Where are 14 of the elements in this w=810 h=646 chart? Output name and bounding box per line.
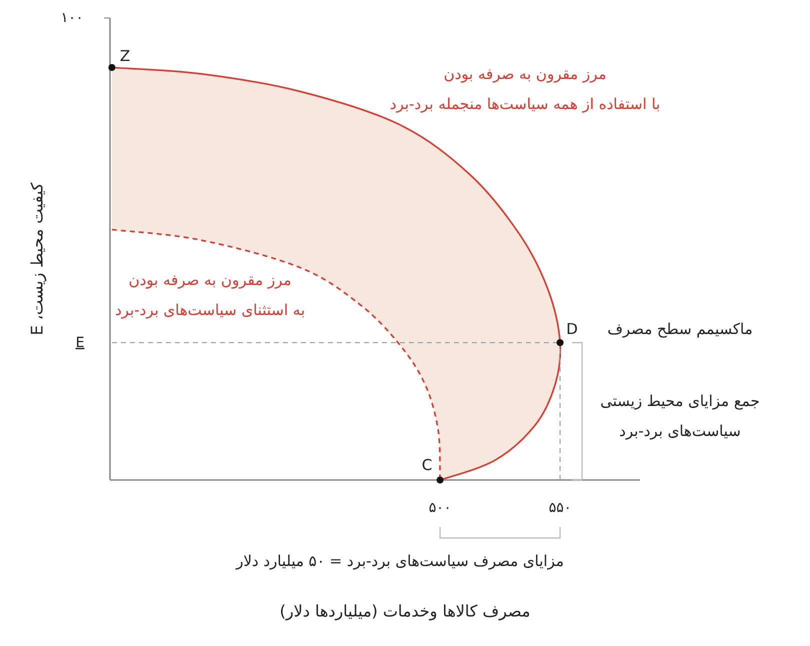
annotation: ۱۰۰: [60, 10, 84, 26]
annotation: E: [76, 334, 84, 351]
annotation: D: [566, 320, 578, 338]
annotation: مرز مقرون به صرفه بودن به استثنای سیاست‌های برد-برد: [115, 271, 305, 320]
xtick-label: ۵۵۰: [548, 500, 572, 516]
annotation: ماکسیمم سطح مصرف: [607, 320, 753, 338]
xtick-label: ۵۰۰: [428, 500, 452, 516]
annotation: مرز مقرون به صرفه بودن با استفاده از همه سیاست‌ها منجمله برد-برد: [390, 65, 660, 114]
ylabel: کیفیت محیط زیست، E: [27, 182, 46, 336]
annotation: مصرف کالاها وخدمات (میلیاردها دلار): [280, 601, 530, 620]
annotation: جمع مزایای محیط زیستی سیاست‌های برد-برد: [600, 392, 760, 440]
annotation: مزایای مصرف سیاست‌های برد-برد = ۵۰ میلیارد دلار: [236, 552, 564, 570]
annotation: C: [422, 456, 432, 474]
annotation: Z: [120, 47, 130, 66]
